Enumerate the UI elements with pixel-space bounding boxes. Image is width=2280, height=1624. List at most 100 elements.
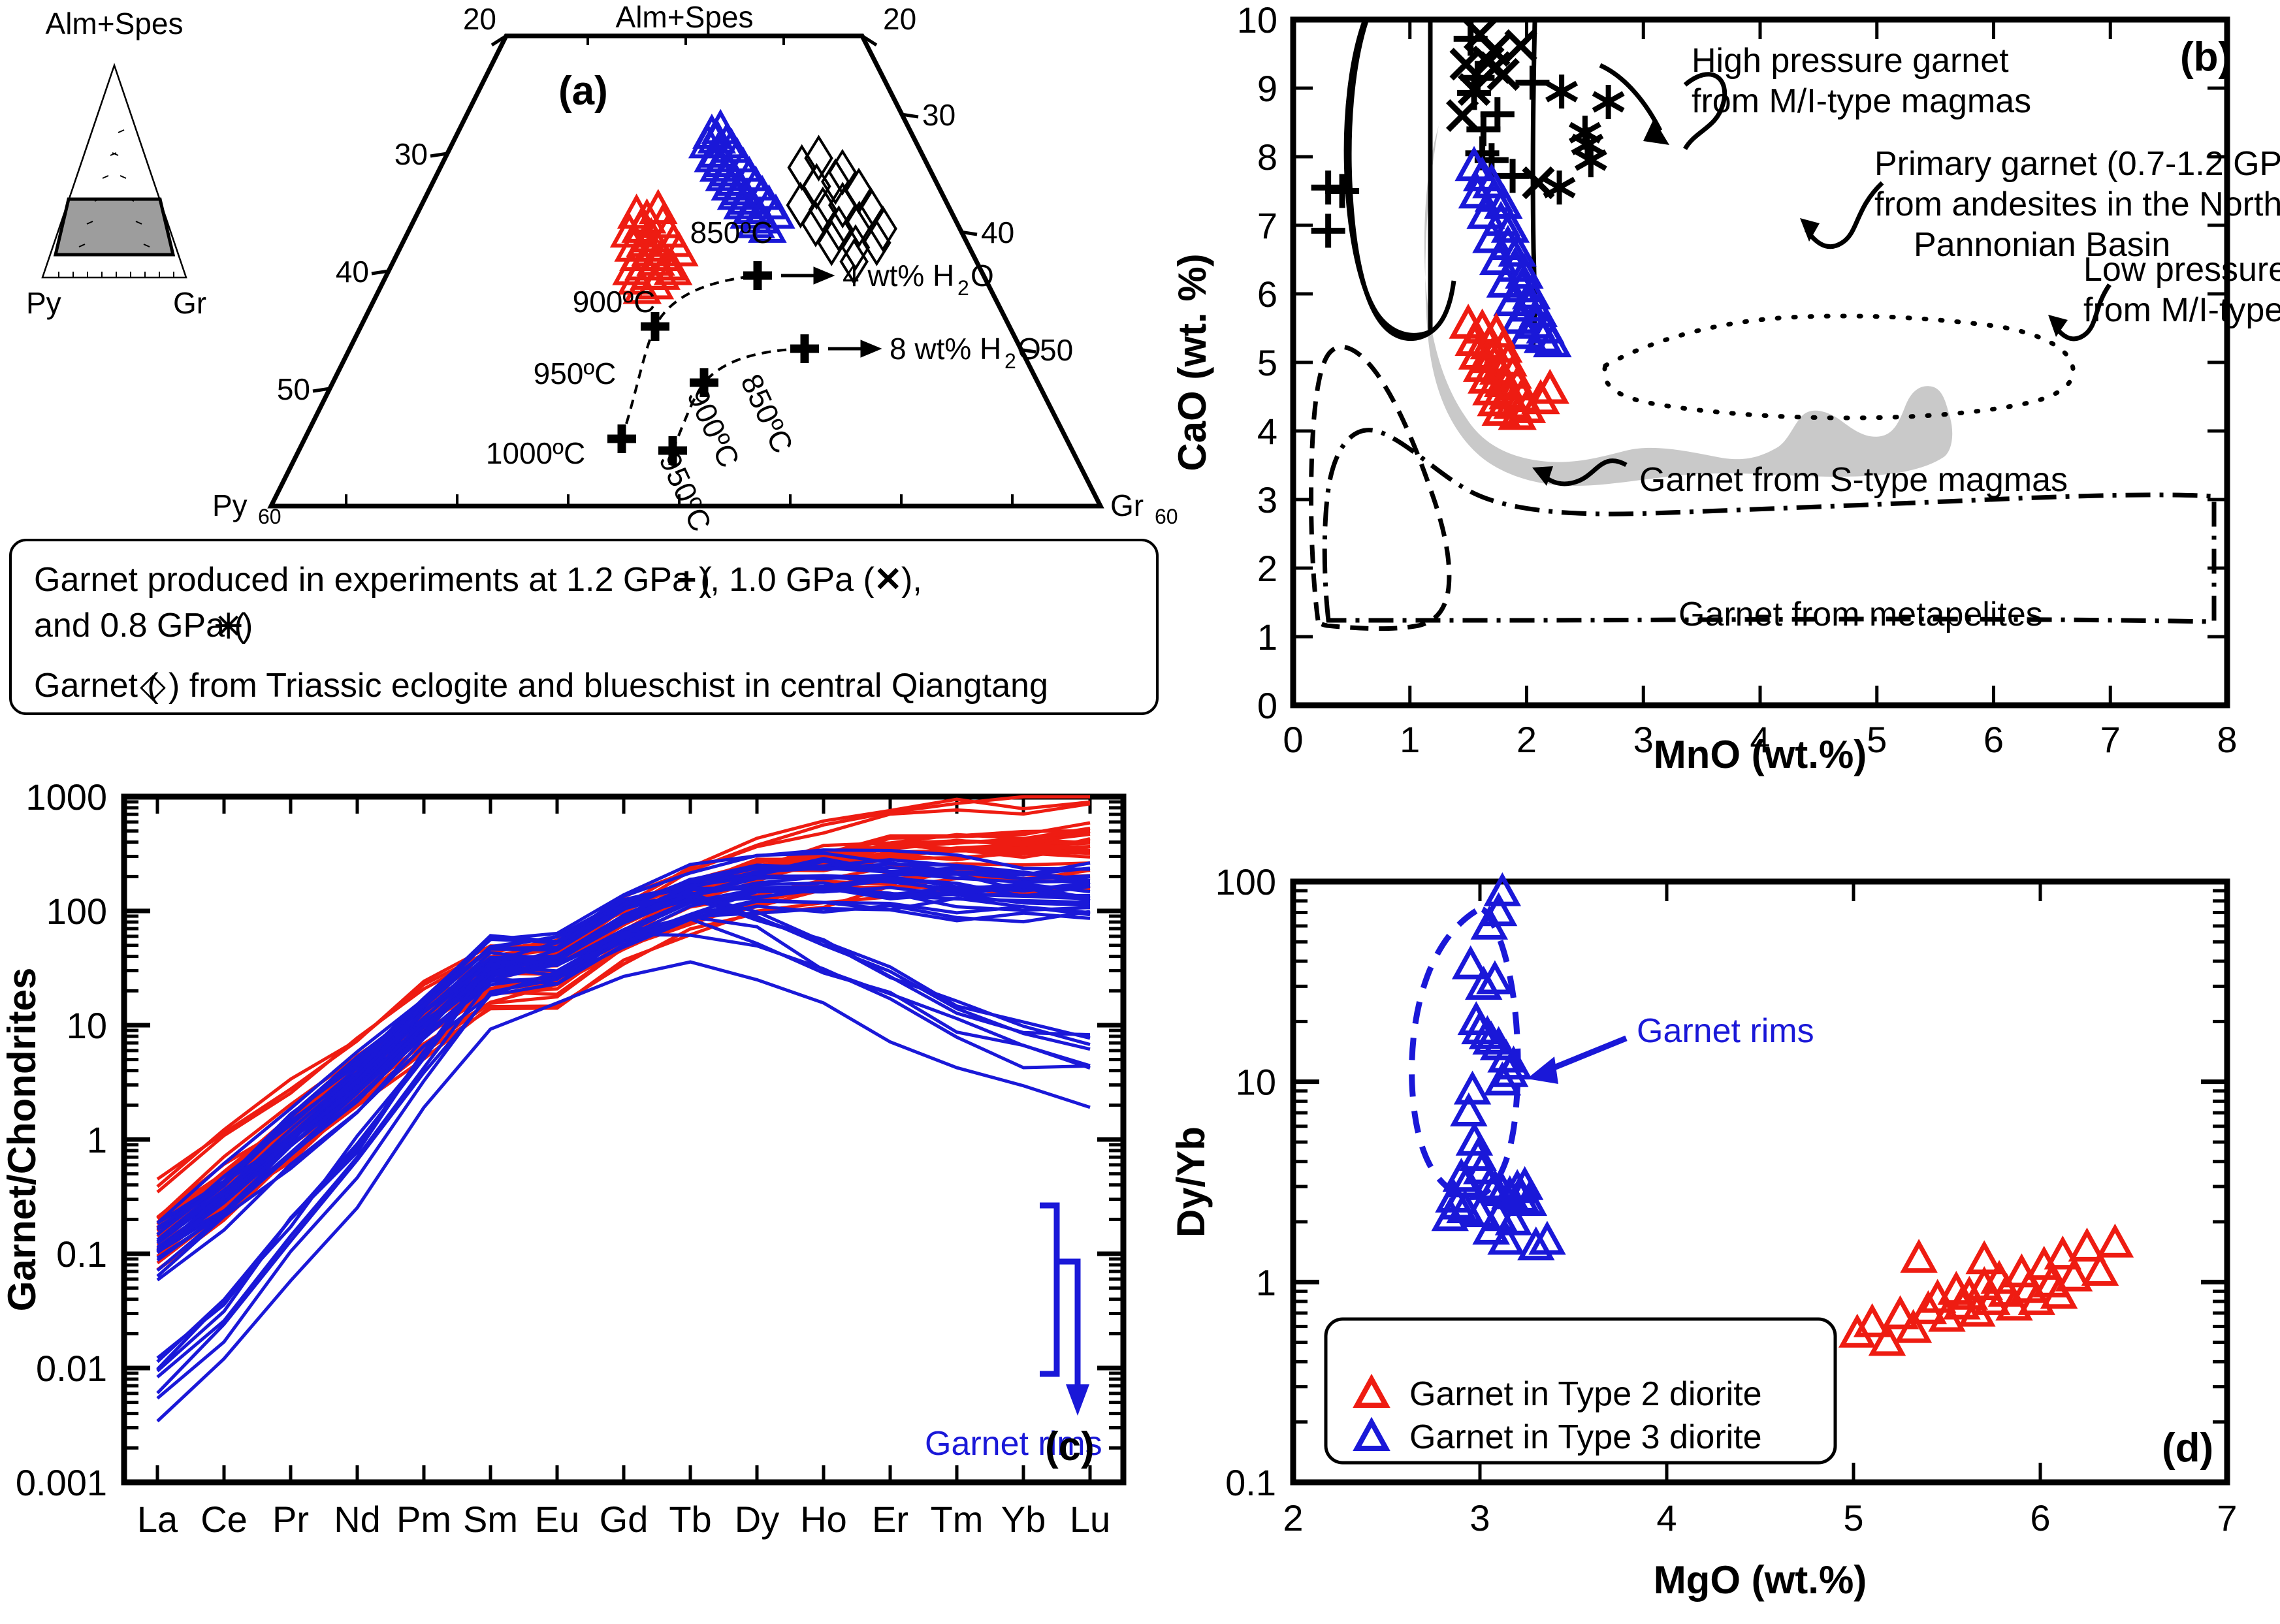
corner-gr: Gr xyxy=(1110,488,1144,522)
field-s-type-magmas xyxy=(1308,344,1452,631)
svg-text:0: 0 xyxy=(1257,685,1277,726)
water8-text: 8 wt% H xyxy=(890,332,1001,366)
legend-line-2: and 0.8 GPa ( ✳ ) xyxy=(34,607,253,646)
data-cluster-type2-diorite xyxy=(609,189,699,304)
svg-text:2: 2 xyxy=(1257,548,1277,589)
panel-c-y-axis-title: Garnet/Chondrites xyxy=(0,968,44,1312)
svg-text:5: 5 xyxy=(1257,342,1277,383)
legend-cross-icon: ✕ xyxy=(874,561,903,599)
panel-b-y-tick-labels: 0 1 2 3 4 5 6 7 8 9 10 xyxy=(1237,0,1277,726)
water8-sub: 2 xyxy=(1004,349,1016,373)
corner-py: Py xyxy=(212,488,248,522)
temp-850-upper: 850ºC xyxy=(690,215,773,249)
ternary-main-frame xyxy=(267,33,1104,509)
panel-d-ticks xyxy=(1291,879,2229,1485)
svg-text:10: 10 xyxy=(1237,0,1277,40)
ann-hp-line2: from M/I-type magmas xyxy=(1692,82,2031,120)
panel-b-x-tick-labels: 0 1 2 3 4 5 6 7 8 xyxy=(1283,719,2237,760)
svg-text:0.1: 0.1 xyxy=(1225,1462,1276,1503)
leader-high-pressure xyxy=(1599,63,1727,150)
ternary-apex-label: Alm+Spes xyxy=(616,0,754,34)
svg-text:1: 1 xyxy=(1257,616,1277,658)
panel-d-x-tick-labels: 2 3 4 5 6 7 xyxy=(1283,1497,2237,1538)
ann-metapelites: Garnet from metapelites xyxy=(1678,596,2043,633)
legend-plus-icon: + xyxy=(677,561,696,599)
ternary-right-corner-label: Gr 60 xyxy=(1110,488,1178,528)
ann-lp-line2: from M/I-type magmas xyxy=(2083,291,2280,329)
ann-pg-line2: from andesites in the Northern xyxy=(1874,185,2280,223)
experiment-markers-plus xyxy=(607,261,819,465)
svg-text:0.1: 0.1 xyxy=(56,1234,107,1275)
ternary-right-ticks xyxy=(861,34,1036,354)
water8-end: O xyxy=(1018,332,1041,366)
svg-text:2: 2 xyxy=(1517,719,1537,760)
svg-text:3: 3 xyxy=(1257,479,1277,520)
svg-text:9: 9 xyxy=(1257,68,1277,109)
svg-text:Sm: Sm xyxy=(463,1499,518,1540)
svg-text:Tb: Tb xyxy=(669,1499,711,1540)
ternary-left-corner-label: Py 60 xyxy=(212,488,281,528)
svg-text:100: 100 xyxy=(1215,861,1276,902)
tick-right-30: 30 xyxy=(922,98,955,132)
markers-type3-diorite xyxy=(1454,146,1572,358)
corner-py-sub: 60 xyxy=(258,505,281,528)
svg-text:0: 0 xyxy=(1283,719,1303,760)
water-label-4wt: 4 wt% H 2 O xyxy=(843,259,994,300)
leader-low-pressure xyxy=(2048,283,2111,342)
panel-d-y-tick-labels: 100 10 1 0.1 xyxy=(1215,861,1276,1503)
svg-text:1: 1 xyxy=(1400,719,1420,760)
svg-text:4: 4 xyxy=(1257,411,1277,452)
legend-line-1: Garnet produced in experiments at 1.2 GP… xyxy=(34,561,922,599)
legend-text-3a: Garnet ( xyxy=(34,667,159,705)
svg-text:2: 2 xyxy=(1283,1497,1303,1538)
temp-950-upper: 950ºC xyxy=(534,357,617,390)
panel-c-x-tick-labels: La Ce Pr Nd Pm Sm Eu Gd Tb Dy Ho Er Tm Yb Lu xyxy=(137,1499,1110,1540)
svg-text:Lu: Lu xyxy=(1070,1499,1110,1540)
panel-c-ree-curves xyxy=(156,795,1091,1423)
ternary-left-ticks xyxy=(312,34,507,393)
water4-end: O xyxy=(971,259,994,293)
svg-text:Eu: Eu xyxy=(535,1499,580,1540)
svg-text:1: 1 xyxy=(1256,1262,1276,1303)
legend-line-3: Garnet ( ◇ ) from Triassic eclogite and … xyxy=(34,667,1048,705)
temp-900-upper: 900ºC xyxy=(573,285,656,319)
svg-text:0.01: 0.01 xyxy=(36,1348,107,1389)
svg-text:100: 100 xyxy=(46,891,107,932)
svg-text:0.001: 0.001 xyxy=(16,1462,107,1503)
wt-arrows xyxy=(781,266,882,358)
svg-text:4: 4 xyxy=(1750,719,1770,760)
panel-b-cao-mno: 0 1 2 3 4 5 6 7 8 9 10 0 1 2 3 4 5 6 7 8 xyxy=(1169,0,2280,777)
panel-b-y-axis-title: CaO (wt. %) xyxy=(1170,253,1214,471)
svg-text:7: 7 xyxy=(2217,1497,2237,1538)
ternary-inset xyxy=(41,63,187,279)
panel-c-ree-spider: 1000 100 10 1 0.1 0.01 0.001 La Ce Pr Nd Pm Sm Eu Gd T… xyxy=(0,776,1169,1624)
leader-primary-garnet xyxy=(1800,181,1884,249)
svg-text:7: 7 xyxy=(1257,205,1277,246)
corner-gr-sub: 60 xyxy=(1155,505,1178,528)
legend-diamond-icon: ◇ xyxy=(140,667,166,705)
svg-text:7: 7 xyxy=(2100,719,2121,760)
panel-b-x-axis-title: MnO (wt.%) xyxy=(1654,733,1867,776)
field-metapelites xyxy=(1322,428,2217,624)
panel-a-id: (a) xyxy=(558,69,608,114)
data-cluster-type3-diorite xyxy=(688,108,795,243)
panel-a-legend-box: Garnet produced in experiments at 1.2 GP… xyxy=(9,539,1159,715)
markers-type2-diorite xyxy=(1449,304,1569,430)
garnet-rims-bracket xyxy=(1040,1202,1089,1416)
markers-1-0-gpa-cross xyxy=(1446,18,1555,200)
svg-text:Yb: Yb xyxy=(1001,1499,1046,1540)
panel-d-frame xyxy=(1290,878,2230,1486)
panel-c-id: (c) xyxy=(1045,1424,1095,1469)
svg-text:Nd: Nd xyxy=(334,1499,381,1540)
field-low-pressure-garnet xyxy=(1602,313,2076,421)
legend-text-3b: ) from Triassic eclogite and blueschist … xyxy=(169,667,1048,705)
tick-left-50: 50 xyxy=(277,372,310,406)
panel-d-id: (d) xyxy=(2162,1425,2213,1471)
ann-lp-line1: Low pressure garnet xyxy=(2083,251,2280,289)
tick-right-40: 40 xyxy=(981,215,1014,249)
ann-pg-line3: Pannonian Basin xyxy=(1914,226,2170,264)
svg-text:6: 6 xyxy=(1257,274,1277,315)
legend-text-1: Garnet produced in experiments at 1.2 GP… xyxy=(34,561,712,599)
field-pannonian-basin xyxy=(1424,121,1953,486)
svg-text:Er: Er xyxy=(872,1499,908,1540)
